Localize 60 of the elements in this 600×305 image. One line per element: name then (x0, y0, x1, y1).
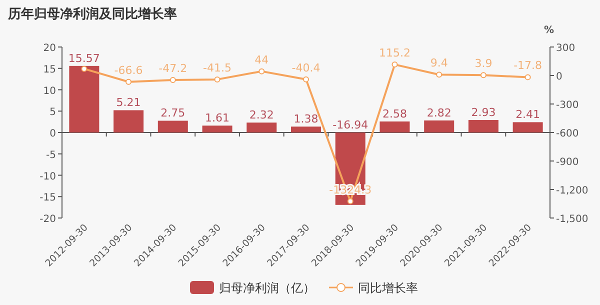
bar (69, 66, 100, 132)
data-label: -66.6 (114, 64, 143, 77)
data-label: 2.75 (160, 106, 186, 120)
point (81, 66, 88, 72)
legend-label: 同比增长率 (358, 281, 418, 295)
data-label: 44 (254, 53, 269, 66)
legend-label: 归母净利润（亿） (219, 281, 315, 295)
point (126, 78, 132, 85)
point (258, 68, 265, 74)
data-label: -17.8 (514, 59, 542, 72)
data-label: 2.82 (426, 106, 452, 120)
y-tick-label: 5 (50, 107, 56, 118)
point (214, 76, 220, 82)
data-label: 1.38 (294, 112, 318, 126)
bar (246, 122, 277, 132)
y2-tick-label: -600 (556, 128, 579, 140)
y-tick-label: -5 (46, 150, 56, 161)
data-label: 9.4 (430, 56, 448, 70)
point (436, 72, 442, 78)
point (303, 76, 309, 82)
data-label: 2.58 (382, 107, 407, 120)
y2-tick-label: -1,500 (556, 214, 588, 225)
y-tick-label: -10 (40, 171, 56, 182)
data-label: 1.61 (205, 112, 230, 125)
bar (380, 121, 410, 132)
bar (291, 126, 321, 132)
bar (158, 120, 188, 132)
data-label: -40.4 (292, 61, 320, 74)
y2-axis-title: % (544, 25, 554, 36)
y2-tick-label: -300 (556, 100, 579, 111)
chart-title: 历年归母净利润及同比增长率 (7, 6, 177, 22)
y-tick-label: 15 (43, 64, 56, 76)
bar (468, 120, 498, 132)
data-label: 2.32 (249, 108, 274, 122)
point (480, 72, 486, 78)
data-label: 3.9 (474, 57, 492, 70)
data-label: -16.94 (332, 118, 368, 132)
point (392, 62, 398, 68)
y2-tick-label: 0 (556, 72, 562, 82)
data-label: 2.93 (471, 106, 496, 119)
data-label: -47.2 (158, 62, 188, 75)
y-tick-label: -20 (40, 214, 56, 225)
data-label: 115.2 (378, 46, 410, 60)
bar (202, 126, 232, 132)
data-label: 15.57 (68, 52, 100, 65)
y-tick-label: 0 (50, 128, 56, 140)
data-label: 2.41 (516, 108, 540, 122)
bar (512, 122, 543, 132)
bar (424, 120, 454, 132)
y2-tick-label: -1,200 (556, 186, 588, 196)
y-tick-label: 10 (43, 86, 56, 97)
point (524, 74, 531, 80)
data-label: 5.21 (116, 96, 141, 110)
y-tick-label: -15 (40, 192, 56, 204)
y2-tick-label: 300 (556, 43, 576, 54)
y-tick-label: 20 (43, 43, 56, 54)
point (170, 76, 176, 83)
y2-tick-label: -900 (556, 157, 579, 168)
data-label: -41.5 (203, 61, 232, 74)
bar (114, 110, 144, 132)
